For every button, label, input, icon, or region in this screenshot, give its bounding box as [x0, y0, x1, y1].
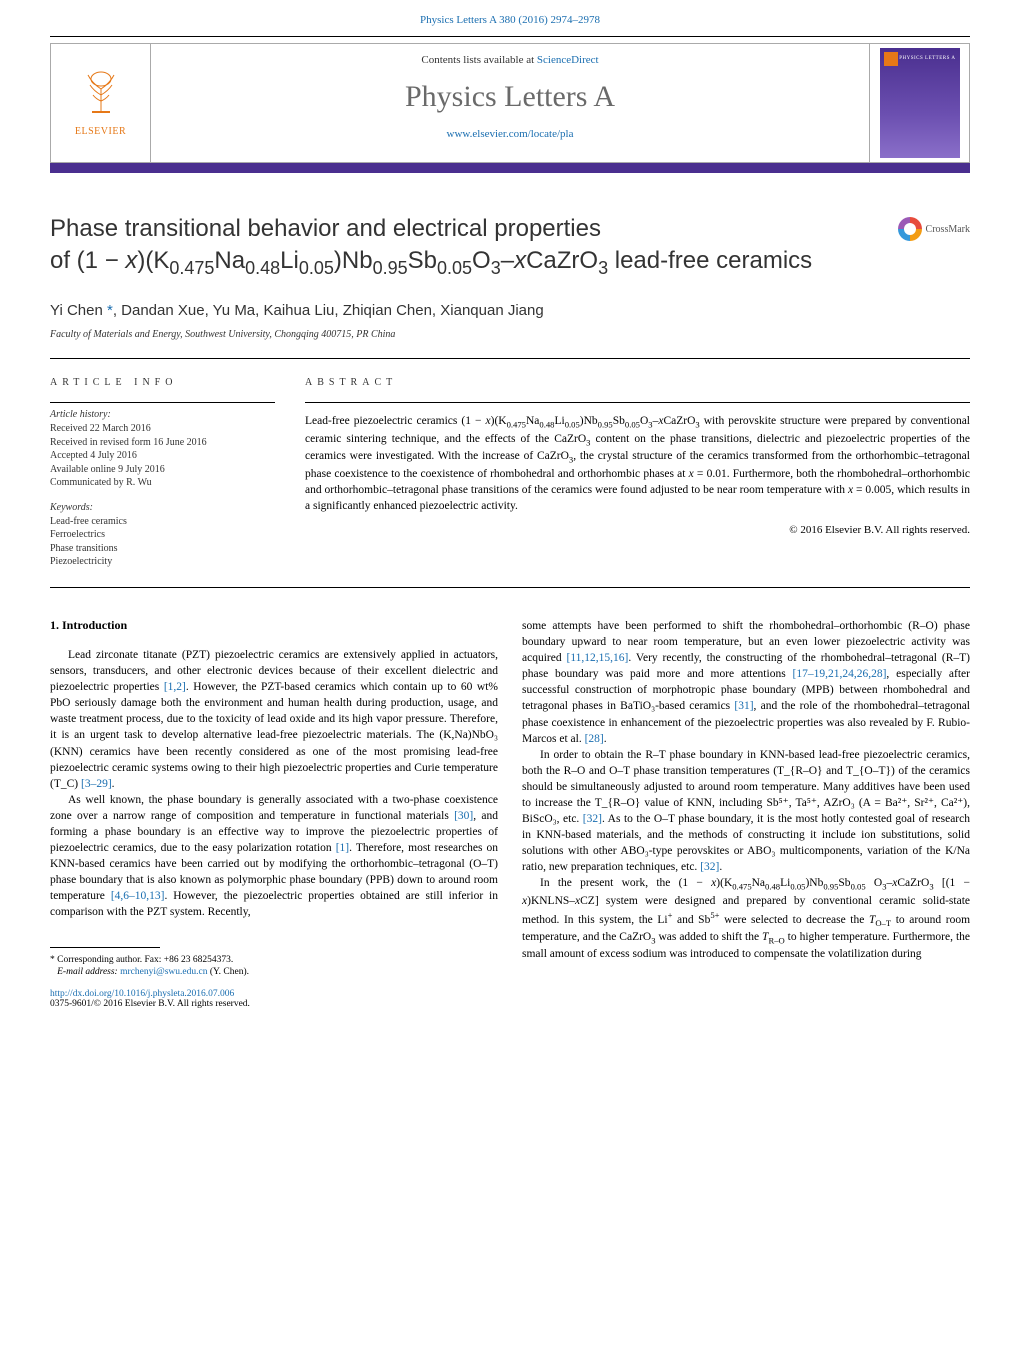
c2-p3: In the present work, the (1 − x)(K0.475N…: [522, 875, 970, 962]
article-info-heading: article info: [50, 377, 275, 388]
email-label: E-mail address:: [57, 967, 118, 977]
publisher-logo-cell: ELSEVIER: [51, 44, 151, 162]
section-1-heading: 1. Introduction: [50, 618, 498, 633]
abstract-text: Lead-free piezoelectric ceramics (1 − x)…: [305, 413, 970, 513]
right-column: some attempts have been performed to shi…: [522, 618, 970, 979]
top-rule: [50, 36, 970, 37]
elsevier-tree-icon: [78, 69, 124, 122]
masthead-center: Contents lists available at ScienceDirec…: [151, 44, 869, 162]
crossmark-icon: [898, 217, 922, 241]
history-label: Article history:: [50, 409, 275, 420]
cite-31[interactable]: [31]: [734, 700, 753, 712]
contents-text: Contents lists available at: [421, 54, 536, 66]
head-rule: [50, 358, 970, 359]
history-2: Received in revised form 16 June 2016: [50, 436, 275, 450]
color-bar: [50, 163, 970, 173]
corr-text: Corresponding author. Fax: +86 23 682543…: [57, 955, 233, 965]
doi-block: http://dx.doi.org/10.1016/j.physleta.201…: [50, 989, 970, 1009]
journal-reference: Physics Letters A 380 (2016) 2974–2978: [0, 0, 1020, 36]
journal-cover-thumbnail: PHYSICS LETTERS A: [880, 48, 960, 158]
c2-p2: In order to obtain the R–T phase boundar…: [522, 747, 970, 876]
article-info-col: article info Article history: Received 2…: [50, 377, 275, 569]
abstract-heading: abstract: [305, 377, 970, 388]
history-5: Communicated by R. Wu: [50, 476, 275, 490]
kw-3: Phase transitions: [50, 542, 275, 556]
history-4: Available online 9 July 2016: [50, 463, 275, 477]
cite-1-2[interactable]: [1,2]: [164, 681, 186, 693]
article-head: CrossMark Phase transitional behavior an…: [50, 213, 970, 340]
journal-name: Physics Letters A: [161, 80, 859, 114]
keywords-block: Keywords: Lead-free ceramics Ferroelectr…: [50, 502, 275, 569]
abstract-box: Lead-free piezoelectric ceramics (1 − x)…: [305, 402, 970, 535]
cover-cell: PHYSICS LETTERS A: [869, 44, 969, 162]
c1-p1: Lead zirconate titanate (PZT) piezoelect…: [50, 647, 498, 792]
issn-line: 0375-9601/© 2016 Elsevier B.V. All right…: [50, 999, 250, 1009]
doi-link[interactable]: http://dx.doi.org/10.1016/j.physleta.201…: [50, 989, 234, 999]
crossmark-badge[interactable]: CrossMark: [898, 217, 970, 241]
sciencedirect-link[interactable]: ScienceDirect: [537, 54, 599, 66]
corresponding-footnote: * Corresponding author. Fax: +86 23 6825…: [50, 954, 498, 980]
cite-17-28[interactable]: [17–19,21,24,26,28]: [793, 668, 887, 680]
kw-4: Piezoelectricity: [50, 555, 275, 569]
history-1: Received 22 March 2016: [50, 422, 275, 436]
left-column: 1. Introduction Lead zirconate titanate …: [50, 618, 498, 979]
kw-1: Lead-free ceramics: [50, 515, 275, 529]
footnote-rule: [50, 947, 160, 948]
masthead: ELSEVIER Contents lists available at Sci…: [50, 43, 970, 163]
title-line-1: Phase transitional behavior and electric…: [50, 215, 601, 242]
email-link[interactable]: mrchenyi@swu.edu.cn: [120, 967, 207, 977]
keywords-label: Keywords:: [50, 502, 275, 513]
affiliation: Faculty of Materials and Energy, Southwe…: [50, 329, 970, 340]
email-who: (Y. Chen).: [210, 967, 249, 977]
crossmark-label: CrossMark: [926, 224, 970, 235]
abstract-col: abstract Lead-free piezoelectric ceramic…: [305, 377, 970, 569]
cite-30[interactable]: [30]: [454, 810, 473, 822]
authors: Yi Chen *, Dandan Xue, Yu Ma, Kaihua Liu…: [50, 302, 970, 319]
cite-4-6-10-13[interactable]: [4,6–10,13]: [111, 890, 165, 902]
cover-thumb-text: PHYSICS LETTERS A: [899, 56, 955, 61]
journal-locate-link[interactable]: www.elsevier.com/locate/pla: [161, 128, 859, 140]
c2-p1: some attempts have been performed to shi…: [522, 618, 970, 747]
title-line-2: of (1 − x)(K0.475Na0.48Li0.05)Nb0.95Sb0.…: [50, 247, 812, 274]
cite-28[interactable]: [28]: [585, 733, 604, 745]
contents-line: Contents lists available at ScienceDirec…: [161, 54, 859, 66]
cite-32b[interactable]: [32]: [700, 861, 719, 873]
info-abstract-row: article info Article history: Received 2…: [50, 377, 970, 569]
cite-1b[interactable]: [1]: [336, 842, 349, 854]
c1-p2: As well known, the phase boundary is gen…: [50, 792, 498, 921]
article-title: Phase transitional behavior and electric…: [50, 213, 900, 280]
abstract-copyright: © 2016 Elsevier B.V. All rights reserved…: [305, 524, 970, 536]
body-columns: 1. Introduction Lead zirconate titanate …: [50, 618, 970, 979]
history-block: Article history: Received 22 March 2016 …: [50, 402, 275, 490]
publisher-name: ELSEVIER: [75, 126, 126, 137]
history-3: Accepted 4 July 2016: [50, 449, 275, 463]
cite-32a[interactable]: [32]: [583, 813, 602, 825]
cite-3-29[interactable]: [3–29]: [81, 778, 112, 790]
kw-2: Ferroelectrics: [50, 528, 275, 542]
cite-11-16[interactable]: [11,12,15,16]: [567, 652, 629, 664]
mid-rule: [50, 587, 970, 588]
